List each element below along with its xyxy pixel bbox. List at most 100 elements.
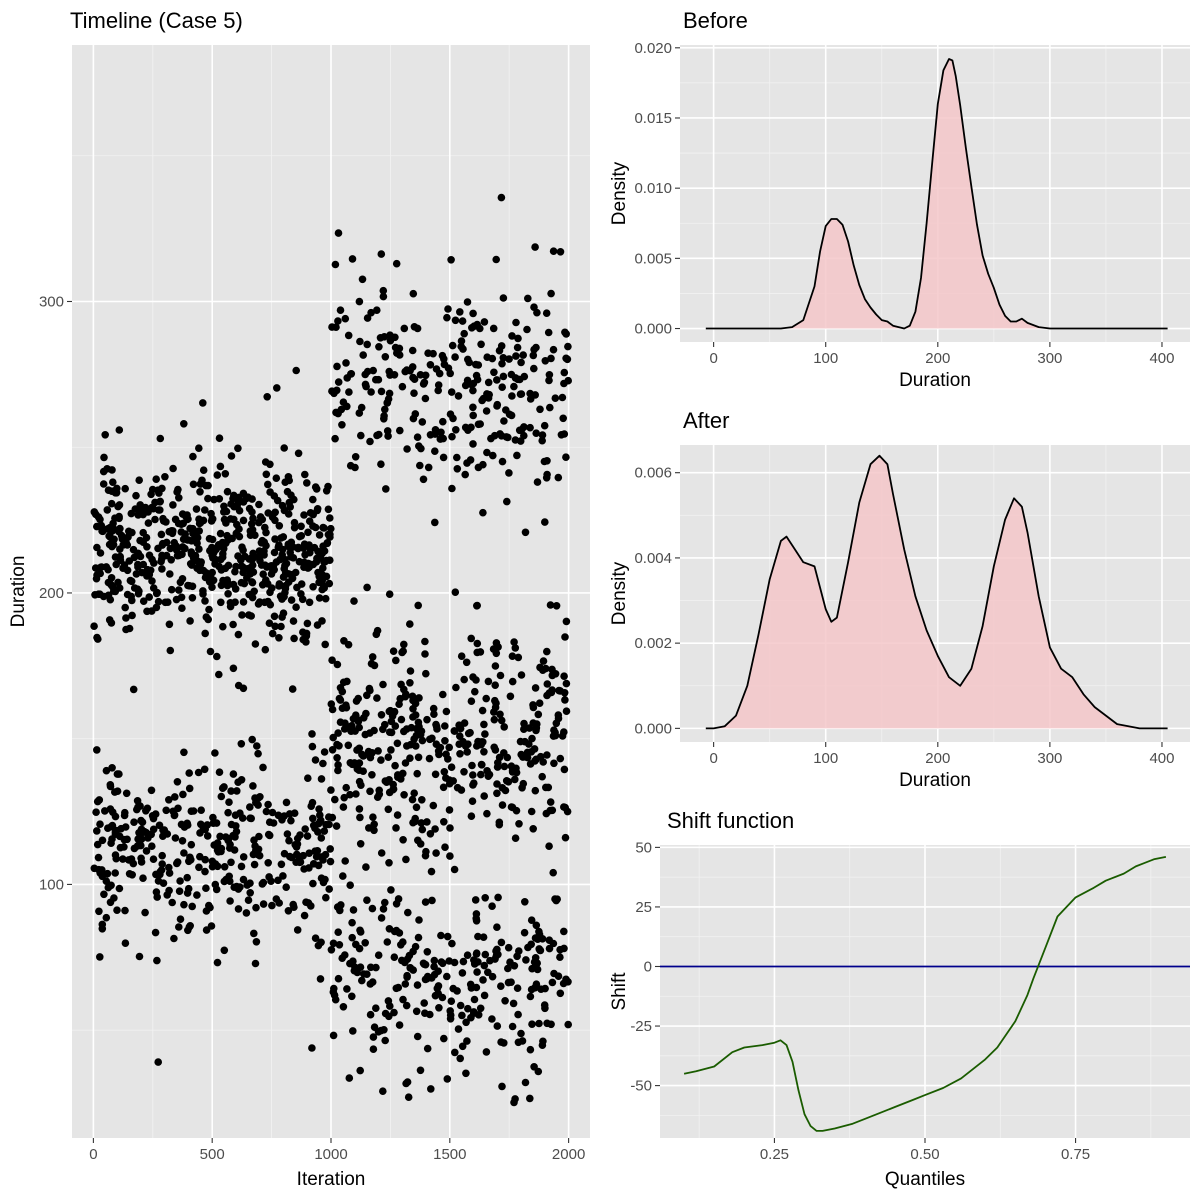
data-point: [329, 1031, 338, 1040]
data-point: [492, 639, 501, 647]
data-point: [413, 769, 422, 778]
data-point: [547, 688, 556, 697]
data-point: [508, 677, 517, 686]
data-point: [222, 507, 231, 516]
data-point: [452, 426, 460, 434]
y-tick-label: 0.010: [634, 180, 672, 197]
data-point: [220, 946, 229, 955]
data-point: [304, 528, 312, 537]
data-point: [496, 671, 505, 680]
data-point: [422, 669, 430, 678]
data-point: [259, 570, 268, 578]
data-point: [179, 519, 187, 528]
data-point: [441, 722, 449, 730]
data-point: [488, 354, 497, 363]
data-point: [434, 967, 443, 975]
data-point: [513, 952, 521, 961]
data-point: [106, 782, 115, 791]
data-point: [336, 306, 345, 315]
data-point: [234, 444, 242, 453]
data-point: [510, 382, 518, 391]
data-point: [129, 685, 138, 694]
data-point: [317, 775, 326, 783]
data-point: [390, 707, 399, 716]
data-point: [197, 806, 205, 814]
data-point: [531, 934, 540, 942]
data-point: [96, 590, 104, 598]
data-point: [497, 938, 506, 947]
data-point: [394, 983, 403, 992]
data-point: [139, 597, 148, 605]
data-point: [178, 837, 187, 845]
data-point: [194, 768, 203, 777]
data-point: [467, 634, 476, 643]
data-point: [439, 453, 448, 462]
data-point: [422, 847, 430, 856]
data-point: [283, 830, 292, 838]
data-point: [430, 956, 439, 965]
x-tick-label: 200: [925, 750, 950, 767]
data-point: [386, 331, 394, 340]
data-point: [531, 757, 539, 765]
data-point: [513, 451, 521, 460]
data-point: [450, 727, 459, 735]
data-point: [199, 587, 207, 595]
data-point: [262, 576, 270, 584]
data-point: [528, 964, 536, 973]
data-point: [423, 715, 431, 724]
data-point: [472, 910, 481, 918]
data-point: [326, 514, 334, 522]
y-tick-label: 0.002: [634, 635, 672, 652]
data-point: [282, 883, 291, 891]
data-point: [421, 975, 430, 984]
data-point: [410, 789, 419, 797]
data-point: [245, 504, 254, 513]
density-line: [705, 58, 1168, 330]
data-point: [215, 768, 224, 776]
data-point: [278, 816, 286, 824]
data-point: [233, 787, 241, 795]
data-point: [340, 793, 349, 802]
y-tick-label: 0.000: [634, 720, 672, 737]
data-point: [262, 528, 270, 537]
data-point: [403, 1078, 412, 1086]
data-point: [385, 590, 394, 598]
data-point: [201, 506, 209, 514]
data-point: [317, 834, 326, 842]
data-point: [286, 503, 295, 511]
data-point: [117, 824, 125, 833]
data-point: [385, 389, 394, 398]
data-point: [180, 900, 188, 909]
data-point: [285, 810, 294, 818]
data-point: [169, 527, 177, 535]
data-point: [562, 354, 570, 363]
data-point: [229, 620, 237, 629]
data-point: [344, 741, 353, 750]
x-tick-label: 100: [813, 750, 838, 767]
data-point: [379, 725, 387, 734]
data-point: [374, 1028, 383, 1036]
data-point: [469, 440, 477, 448]
data-point: [308, 742, 317, 751]
data-point: [256, 793, 264, 801]
data-point: [263, 393, 272, 401]
data-point: [208, 857, 217, 866]
data-point: [501, 997, 509, 1005]
data-point: [344, 331, 353, 340]
data-point: [373, 694, 381, 702]
data-point: [443, 1075, 452, 1083]
data-point: [157, 530, 166, 539]
data-point: [272, 474, 281, 483]
data-point: [549, 345, 558, 354]
data-point: [471, 687, 479, 696]
data-point: [343, 402, 351, 411]
data-point: [488, 902, 496, 910]
data-point: [122, 789, 131, 798]
data-point: [334, 761, 342, 769]
data-point: [288, 685, 297, 693]
data-point: [503, 497, 511, 506]
data-point: [328, 746, 337, 754]
data-point: [490, 368, 498, 377]
data-point: [341, 314, 350, 323]
data-point: [102, 766, 111, 775]
